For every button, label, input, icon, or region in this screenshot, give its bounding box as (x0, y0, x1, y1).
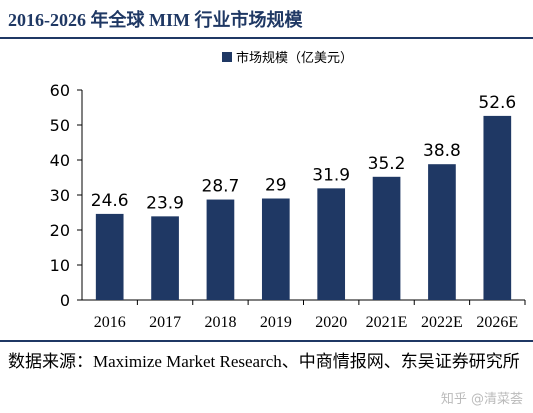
bar (372, 176, 401, 300)
bar-chart: 市场规模（亿美元） 0 10 20 30 40 50 60 2016 2017 2018 2019… (50, 50, 526, 331)
x-axis: 2016 2017 2018 2019 2020 2021E 2022E 2026E (82, 299, 526, 331)
y-tick-label: 10 (50, 256, 70, 275)
data-label: 24.6 (91, 191, 129, 211)
bars (95, 115, 512, 301)
title-divider (0, 37, 533, 39)
data-label: 28.7 (202, 177, 240, 197)
footer-divider (0, 340, 533, 342)
x-tick-label: 2022E (421, 314, 463, 331)
x-tick-label: 2021E (366, 314, 408, 331)
data-label: 38.8 (423, 141, 461, 161)
data-label: 52.6 (478, 93, 516, 113)
y-tick-label: 40 (50, 151, 70, 170)
page-title: 2016-2026 年全球 MIM 行业市场规模 (8, 10, 303, 30)
data-label: 29 (265, 176, 287, 196)
footer: 数据来源：Maximize Market Research、中商情报网、东吴证券… (0, 340, 533, 413)
watermark: 知乎 @清菜荟 (440, 392, 523, 407)
y-tick-label: 0 (60, 291, 70, 310)
x-tick-label: 2020 (315, 314, 347, 331)
data-label: 31.9 (312, 165, 350, 185)
header: 2016-2026 年全球 MIM 行业市场规模 (0, 0, 533, 39)
y-axis: 0 10 20 30 40 50 60 (50, 81, 83, 310)
y-tick-label: 60 (50, 81, 70, 100)
y-tick-label: 50 (50, 116, 70, 135)
bar (206, 199, 235, 300)
legend-swatch (222, 52, 232, 62)
x-tick-label: 2026E (476, 314, 518, 331)
data-labels: 24.6 23.9 28.7 29 31.9 35.2 38.8 52.6 (91, 93, 516, 213)
data-label: 23.9 (146, 193, 184, 213)
y-tick-label: 30 (50, 186, 70, 205)
x-tick-label: 2017 (149, 314, 181, 331)
y-tick-label: 20 (50, 221, 70, 240)
x-tick-label: 2019 (260, 314, 292, 331)
bar (428, 164, 456, 300)
legend-label: 市场规模（亿美元） (236, 50, 353, 66)
legend: 市场规模（亿美元） (222, 50, 353, 66)
x-tick-label: 2016 (94, 314, 126, 331)
bar (483, 115, 512, 301)
data-label: 35.2 (368, 154, 406, 174)
source-note: 数据来源：Maximize Market Research、中商情报网、东吴证券… (8, 352, 520, 371)
bar (95, 213, 124, 300)
bar (151, 216, 179, 300)
bar (261, 198, 290, 300)
x-tick-label: 2018 (204, 314, 236, 331)
bar (317, 188, 346, 300)
